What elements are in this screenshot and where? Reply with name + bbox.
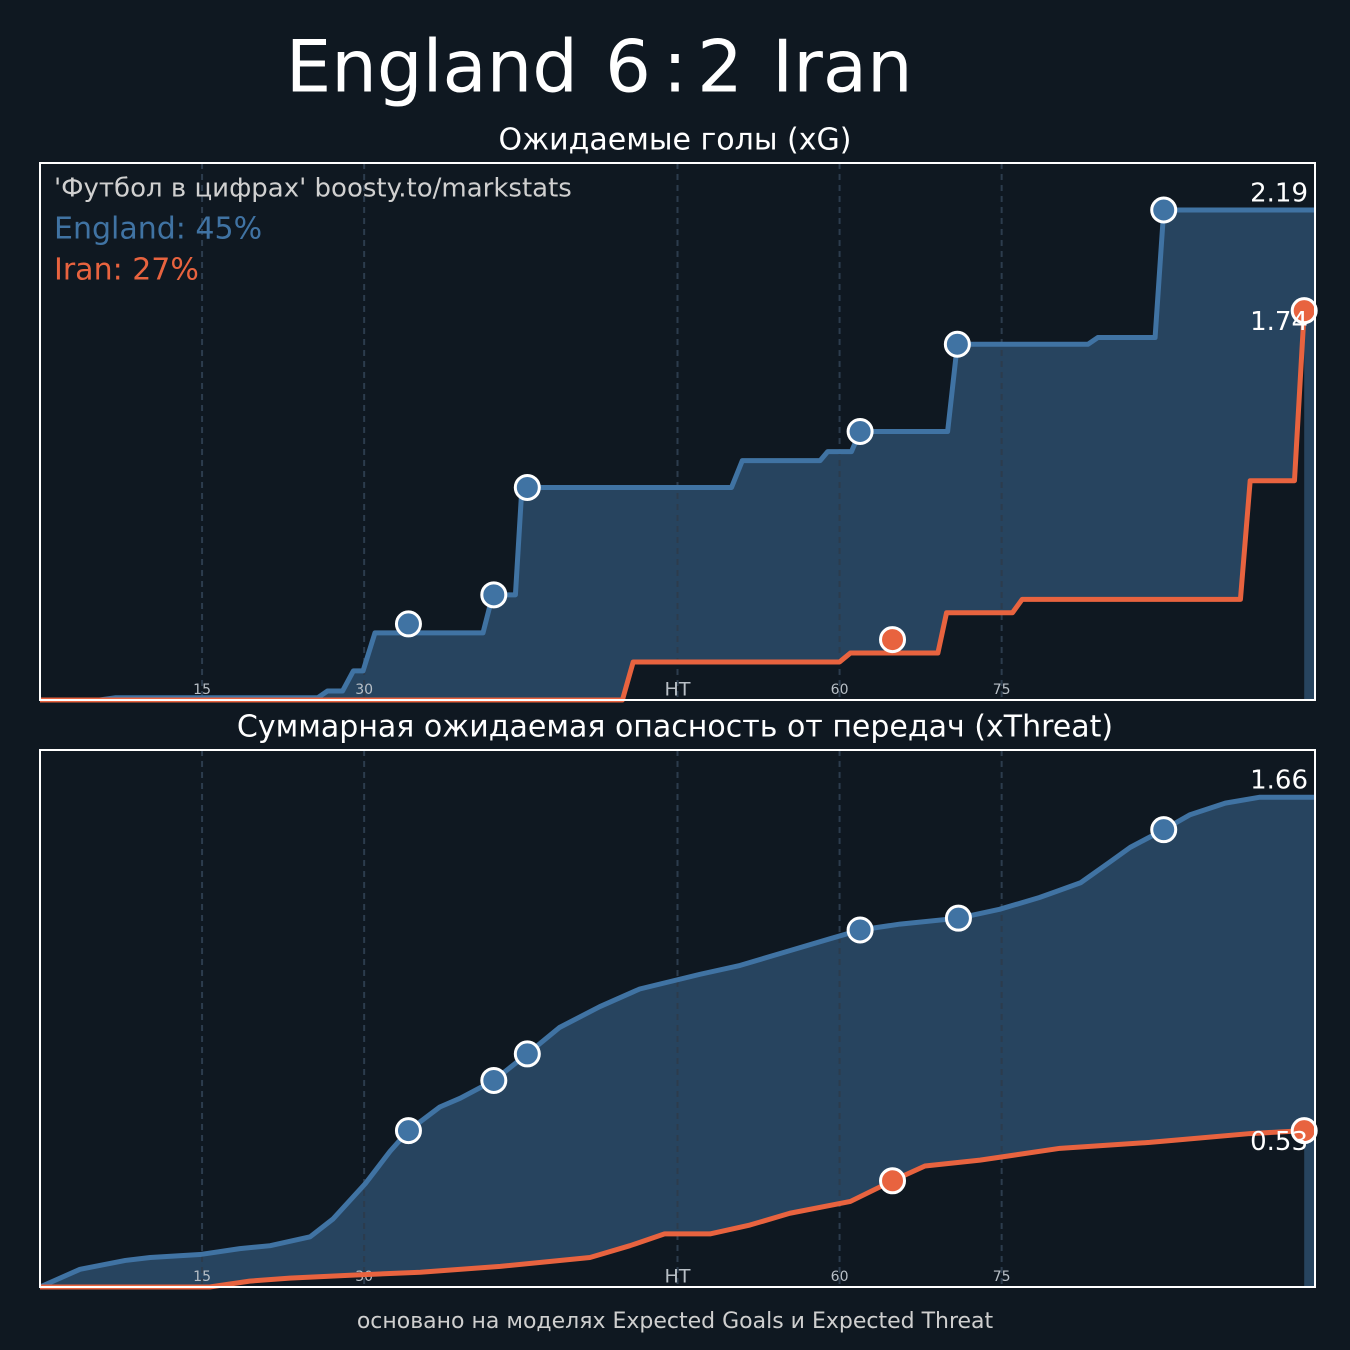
goal-marker bbox=[513, 1040, 541, 1068]
score-separator: : bbox=[663, 25, 687, 109]
goal-marker bbox=[394, 1117, 422, 1145]
goal-marker bbox=[480, 581, 508, 609]
end-value-label: 1.74 bbox=[1250, 307, 1308, 337]
plot-frame bbox=[39, 749, 1316, 1288]
area-clear bbox=[40, 310, 1305, 700]
end-value-label: 2.19 bbox=[1250, 178, 1308, 208]
goal-marker bbox=[846, 916, 874, 944]
plot-frame bbox=[39, 162, 1316, 701]
end-value-label: 0.53 bbox=[1250, 1127, 1308, 1157]
x-tick-label: HT bbox=[665, 1266, 691, 1288]
annotation: England: 45% bbox=[54, 212, 262, 247]
goal-marker bbox=[846, 418, 874, 445]
area-fill bbox=[40, 209, 1315, 701]
goal-marker bbox=[1150, 816, 1178, 844]
goal-marker bbox=[1290, 297, 1318, 325]
chart-title: Ожидаемые голы (xG) bbox=[499, 123, 852, 158]
x-tick-label: 75 bbox=[993, 682, 1011, 698]
goal-marker bbox=[480, 1066, 508, 1094]
annotation: Iran: 27% bbox=[54, 253, 199, 288]
goal-marker bbox=[879, 1167, 907, 1195]
goal-marker bbox=[1290, 1117, 1318, 1145]
x-tick-label: 60 bbox=[831, 1269, 849, 1285]
end-value-label: 1.66 bbox=[1250, 766, 1308, 796]
away-score: 2 bbox=[697, 25, 743, 109]
x-tick-label: 75 bbox=[993, 1269, 1011, 1285]
x-tick-label: 60 bbox=[831, 682, 849, 698]
series-line bbox=[40, 207, 1315, 703]
x-tick-label: 30 bbox=[355, 682, 373, 698]
home-team: England bbox=[286, 25, 578, 109]
home-score: 6 bbox=[605, 25, 651, 109]
area-clear bbox=[40, 1130, 1305, 1287]
away-team: Iran bbox=[772, 25, 913, 109]
chart-title: Суммарная ожидаемая опасность от передач… bbox=[237, 710, 1113, 745]
goal-marker bbox=[1150, 196, 1178, 224]
footer: основано на моделях Expected Goals и Exp… bbox=[357, 1309, 994, 1334]
goal-marker bbox=[394, 610, 422, 638]
series-line bbox=[40, 1128, 1305, 1290]
goal-marker bbox=[943, 330, 971, 358]
series-line bbox=[38, 794, 1315, 1290]
x-tick-label: 15 bbox=[193, 682, 211, 698]
x-tick-label: HT bbox=[665, 679, 691, 701]
goal-marker bbox=[513, 473, 541, 501]
x-tick-label: 15 bbox=[193, 1269, 211, 1285]
goal-marker bbox=[879, 626, 907, 654]
goal-marker bbox=[944, 904, 972, 932]
annotation: 'Футбол в цифрах' boosty.to/markstats bbox=[54, 174, 572, 204]
series-line bbox=[40, 310, 1307, 703]
